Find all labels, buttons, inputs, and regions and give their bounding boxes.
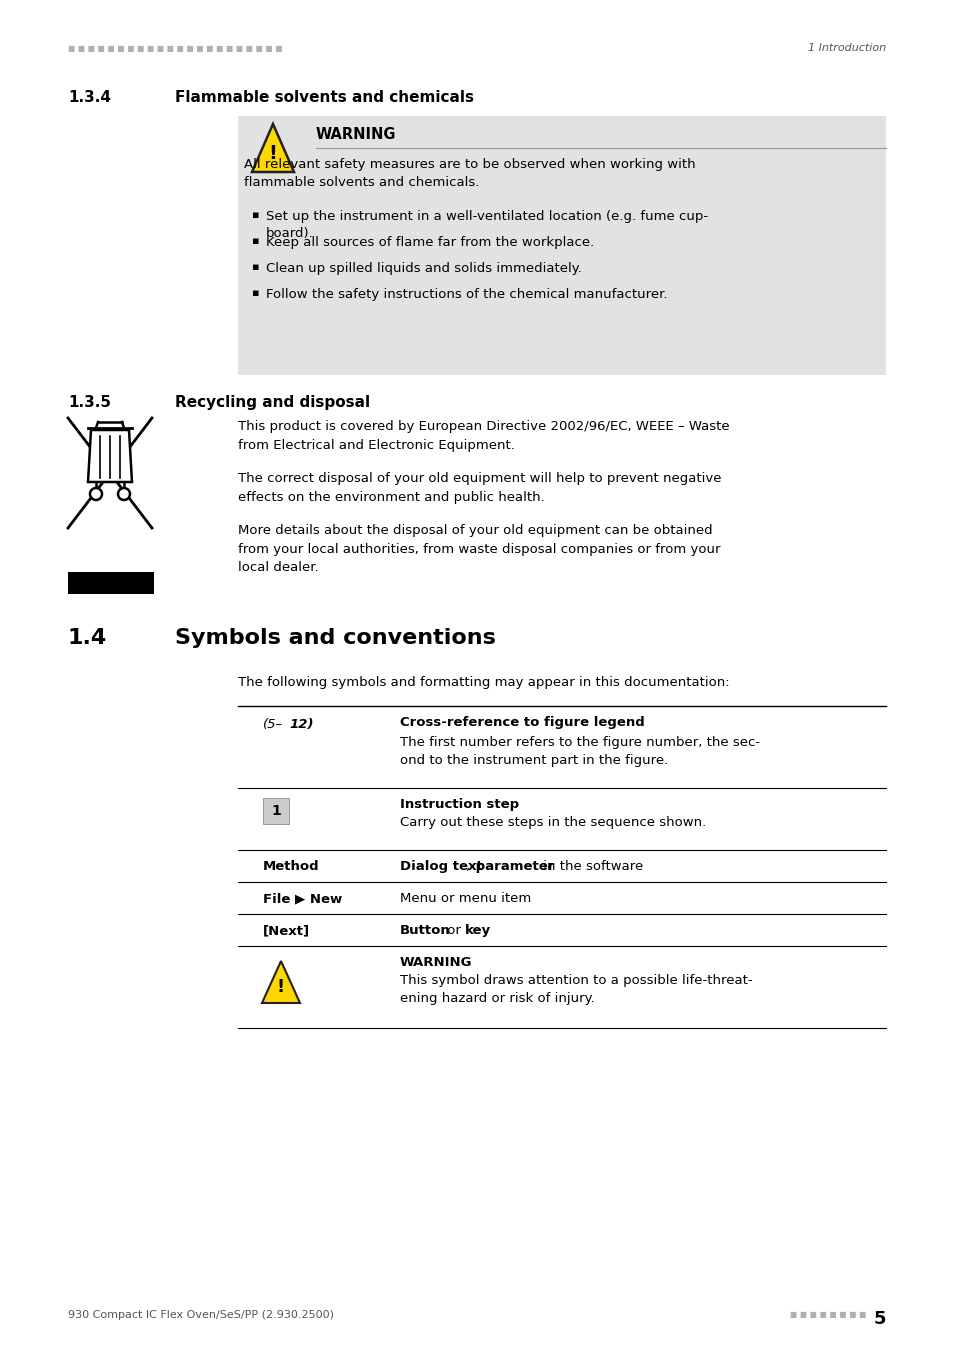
Text: 930 Compact IC Flex Oven/SeS/PP (2.930.2500): 930 Compact IC Flex Oven/SeS/PP (2.930.2…: [68, 1310, 334, 1320]
Text: Method: Method: [263, 860, 319, 873]
Text: 1.4: 1.4: [68, 628, 107, 648]
Text: Carry out these steps in the sequence shown.: Carry out these steps in the sequence sh…: [399, 815, 705, 829]
Text: 12): 12): [289, 718, 314, 730]
Polygon shape: [88, 431, 132, 482]
Text: 5: 5: [873, 1310, 885, 1328]
Text: ▪: ▪: [252, 236, 259, 246]
Bar: [68, 572, 153, 594]
Text: Recycling and disposal: Recycling and disposal: [174, 396, 370, 410]
Text: Clean up spilled liquids and solids immediately.: Clean up spilled liquids and solids imme…: [266, 262, 581, 275]
Text: ,: ,: [464, 860, 469, 873]
Text: !: !: [269, 144, 277, 163]
Text: Keep all sources of flame far from the workplace.: Keep all sources of flame far from the w…: [266, 236, 594, 248]
Text: Symbols and conventions: Symbols and conventions: [174, 628, 496, 648]
Text: ▪: ▪: [252, 288, 259, 298]
Bar: [237, 116, 885, 375]
Text: 1 Introduction: 1 Introduction: [807, 43, 885, 53]
Text: The following symbols and formatting may appear in this documentation:: The following symbols and formatting may…: [237, 676, 729, 688]
Polygon shape: [262, 961, 299, 1003]
Text: ▪: ▪: [252, 262, 259, 271]
Text: Cross-reference to figure legend: Cross-reference to figure legend: [399, 716, 644, 729]
Text: This product is covered by European Directive 2002/96/EC, WEEE – Waste
from Elec: This product is covered by European Dire…: [237, 420, 729, 451]
Text: The correct disposal of your old equipment will help to prevent negative
effects: The correct disposal of your old equipme…: [237, 472, 720, 504]
Text: Set up the instrument in a well-ventilated location (e.g. fume cup-
board).: Set up the instrument in a well-ventilat…: [266, 211, 707, 240]
Text: File ▶ New: File ▶ New: [263, 892, 342, 904]
Text: in the software: in the software: [538, 860, 642, 873]
Text: ■ ■ ■ ■ ■ ■ ■ ■: ■ ■ ■ ■ ■ ■ ■ ■: [789, 1310, 865, 1319]
Text: All relevant safety measures are to be observed when working with
flammable solv: All relevant safety measures are to be o…: [244, 158, 695, 189]
Text: Follow the safety instructions of the chemical manufacturer.: Follow the safety instructions of the ch…: [266, 288, 667, 301]
Text: ■ ■ ■ ■ ■ ■ ■ ■ ■ ■ ■ ■ ■ ■ ■ ■ ■ ■ ■ ■ ■ ■: ■ ■ ■ ■ ■ ■ ■ ■ ■ ■ ■ ■ ■ ■ ■ ■ ■ ■ ■ ■ …: [68, 43, 282, 53]
Text: 1.3.4: 1.3.4: [68, 90, 111, 105]
Text: [Next]: [Next]: [263, 923, 310, 937]
Bar: [263, 798, 289, 823]
Text: WARNING: WARNING: [399, 956, 472, 969]
Text: (5–: (5–: [263, 718, 283, 730]
Text: Menu or menu item: Menu or menu item: [399, 892, 531, 904]
Text: This symbol draws attention to a possible life-threat-
ening hazard or risk of i: This symbol draws attention to a possibl…: [399, 973, 752, 1004]
Polygon shape: [252, 124, 294, 171]
Text: More details about the disposal of your old equipment can be obtained
from your : More details about the disposal of your …: [237, 524, 720, 574]
Text: 1.3.5: 1.3.5: [68, 396, 111, 410]
Text: Dialog text: Dialog text: [399, 860, 482, 873]
Text: parameter: parameter: [471, 860, 554, 873]
Text: Flammable solvents and chemicals: Flammable solvents and chemicals: [174, 90, 474, 105]
Text: ▪: ▪: [252, 211, 259, 220]
Circle shape: [90, 487, 102, 500]
Circle shape: [118, 487, 130, 500]
Text: key: key: [464, 923, 491, 937]
Text: or: or: [442, 923, 465, 937]
Text: Button: Button: [399, 923, 450, 937]
Text: WARNING: WARNING: [315, 127, 396, 142]
Text: 1: 1: [271, 805, 280, 818]
Text: The first number refers to the figure number, the sec-
ond to the instrument par: The first number refers to the figure nu…: [399, 736, 760, 767]
Text: Instruction step: Instruction step: [399, 798, 518, 811]
Text: !: !: [276, 977, 285, 996]
